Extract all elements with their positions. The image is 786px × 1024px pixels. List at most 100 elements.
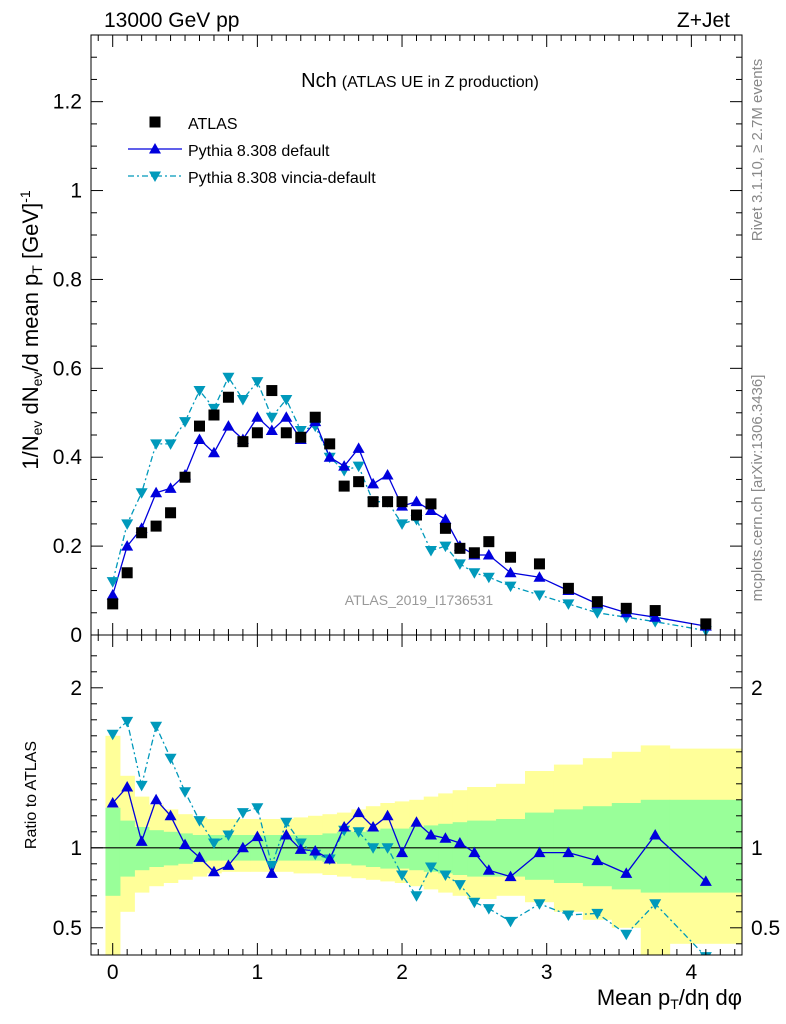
x-label-part: T bbox=[670, 996, 679, 1012]
vincia-point bbox=[179, 417, 192, 428]
main-y-axis: 0 0.2 0.4 0.6 0.8 1 1.2 bbox=[53, 34, 742, 647]
ratio-default-point bbox=[309, 845, 322, 856]
atlas-point bbox=[121, 567, 133, 579]
legend-default-marker bbox=[149, 143, 161, 154]
ratio-vincia-point bbox=[410, 891, 423, 902]
ratio-vincia-point bbox=[150, 721, 163, 733]
default-point bbox=[150, 486, 163, 498]
ratio-y-tick-label-right: 1 bbox=[751, 837, 763, 860]
vincia-point bbox=[352, 461, 365, 473]
ratio-vincia-point bbox=[135, 780, 148, 792]
ratio-default-point bbox=[280, 829, 293, 840]
ratio-default-point bbox=[338, 821, 351, 832]
inner-band-bin bbox=[640, 799, 671, 893]
atlas-point bbox=[251, 427, 263, 439]
default-point bbox=[121, 540, 134, 551]
atlas-point bbox=[150, 520, 162, 532]
ratio-default-point bbox=[236, 841, 249, 853]
atlas-point bbox=[222, 391, 234, 403]
default-point bbox=[482, 549, 495, 560]
atlas-point bbox=[237, 436, 249, 448]
atlas-point bbox=[533, 558, 545, 570]
atlas-point bbox=[439, 522, 451, 534]
atlas-point bbox=[194, 420, 205, 432]
vincia-point bbox=[533, 590, 546, 601]
y-tick-label: 0.8 bbox=[53, 268, 82, 291]
default-point bbox=[193, 433, 206, 444]
ratio-vincia-point bbox=[367, 843, 380, 854]
ratio-vincia-point bbox=[179, 787, 192, 798]
y-label-part: 1/N bbox=[18, 435, 43, 469]
ratio-vincia-point bbox=[533, 899, 546, 910]
ratio-default-point bbox=[699, 875, 712, 886]
ratio-vincia-point bbox=[424, 862, 437, 873]
y-label-part: [GeV] bbox=[18, 203, 43, 265]
vincia-point bbox=[207, 403, 220, 415]
atlas-point bbox=[468, 547, 480, 559]
main-series bbox=[106, 372, 712, 635]
ratio-vincia-point bbox=[562, 910, 575, 921]
atlas-point bbox=[562, 582, 574, 594]
default-point bbox=[424, 504, 437, 516]
atlas-point bbox=[165, 507, 177, 519]
inner-band-bin bbox=[409, 827, 425, 871]
ratio-default-point bbox=[620, 867, 633, 878]
vincia-point bbox=[396, 519, 409, 530]
atlas-point bbox=[454, 542, 466, 554]
default-point bbox=[323, 451, 336, 462]
vincia-point bbox=[562, 599, 575, 610]
y-tick-label: 0 bbox=[70, 624, 82, 647]
atlas-point bbox=[179, 471, 191, 483]
ratio-default-point bbox=[106, 797, 119, 808]
ratio-default-point bbox=[649, 829, 662, 840]
x-tick-label: 3 bbox=[541, 961, 553, 984]
ratio-default-point bbox=[367, 821, 380, 832]
atlas-point bbox=[411, 509, 422, 521]
ratio-default-point bbox=[265, 867, 278, 878]
mcplots-label: mcplots.cern.ch [arXiv:1306.3436] bbox=[749, 375, 766, 602]
x-label-part: /dη dφ bbox=[679, 985, 742, 1010]
ratio-vincia-point bbox=[396, 870, 409, 881]
vincia-point bbox=[222, 372, 235, 384]
default-point bbox=[649, 611, 662, 622]
ratio-y-label: Ratio to ATLAS bbox=[23, 741, 40, 849]
vincia-point bbox=[164, 439, 177, 450]
atlas-point bbox=[620, 602, 632, 614]
ratio-default-point bbox=[207, 865, 220, 877]
analysis-watermark: ATLAS_2019_I1736531 bbox=[345, 592, 494, 608]
default-point bbox=[338, 460, 351, 471]
y-label-part: dN bbox=[18, 386, 43, 420]
ratio-vincia-point bbox=[222, 830, 235, 841]
inner-band-bin bbox=[553, 809, 584, 883]
ratio-vincia-point bbox=[482, 904, 495, 915]
x-tick-label: 4 bbox=[686, 961, 698, 984]
atlas-point bbox=[483, 536, 495, 548]
ratio-default-point bbox=[562, 846, 575, 858]
inner-band-bin bbox=[134, 827, 150, 871]
atlas-point bbox=[107, 598, 119, 610]
default-point bbox=[222, 420, 235, 431]
vincia-line bbox=[112, 375, 706, 632]
ratio-default-point bbox=[222, 859, 235, 870]
default-point bbox=[207, 446, 220, 458]
atlas-point bbox=[353, 476, 365, 488]
ratio-default-point bbox=[424, 829, 437, 840]
y-label-part: ev bbox=[29, 421, 45, 436]
process-label: Z+Jet bbox=[677, 9, 730, 32]
ratio-default-point bbox=[251, 830, 264, 842]
atlas-point bbox=[591, 596, 603, 608]
ratio-vincia-point bbox=[193, 816, 206, 827]
ratio-default-point bbox=[482, 864, 495, 875]
ratio-vincia-point bbox=[352, 827, 365, 838]
vincia-point bbox=[439, 541, 452, 553]
plot-title-sub: (ATLAS UE in Z production) bbox=[342, 74, 539, 91]
vincia-point bbox=[424, 546, 437, 557]
ratio-default-point bbox=[468, 846, 481, 858]
ratio-vincia-point bbox=[121, 716, 134, 728]
vincia-point bbox=[236, 394, 249, 406]
ratio-default-line bbox=[112, 785, 707, 882]
ratio-default-point bbox=[352, 806, 365, 818]
default-point bbox=[367, 477, 380, 489]
ratio-vincia-point bbox=[381, 843, 394, 854]
